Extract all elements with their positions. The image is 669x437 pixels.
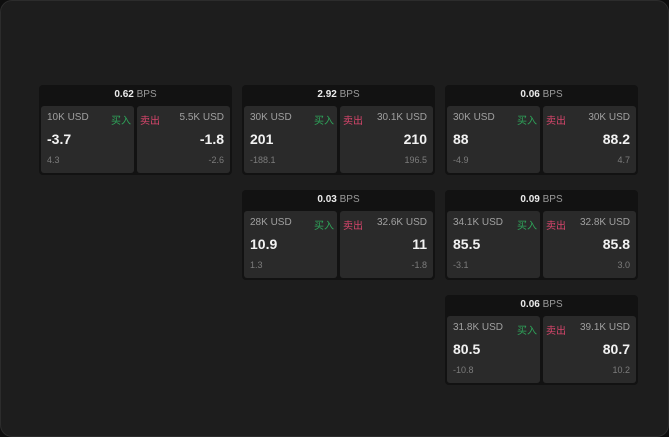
sell-price: 85.8 [602, 236, 630, 252]
sell-button[interactable]: 卖出 32.6K USD 11 -1.8 [340, 211, 433, 278]
buy-size: 34.1K USD [453, 217, 504, 228]
spread-header: 0.62 BPS [39, 85, 232, 105]
buy-button[interactable]: 31.8K USD 买入 80.5 -10.8 [447, 316, 540, 383]
spread-header: 0.03 BPS [242, 190, 435, 210]
sell-label: 卖出 [546, 221, 566, 232]
spread-header: 0.06 BPS [445, 295, 638, 315]
price-widget: 0.06 BPS 31.8K USD 买入 80.5 -10.8 卖出 39.1… [445, 295, 638, 385]
buy-size: 28K USD [250, 217, 292, 228]
sell-price: 80.7 [602, 341, 630, 357]
buy-label: 买入 [314, 221, 334, 232]
price-widget: 0.03 BPS 28K USD 买入 10.9 1.3 卖出 32.6K US… [242, 190, 435, 280]
buy-button[interactable]: 30K USD 买入 88 -4.9 [447, 106, 540, 173]
buy-label: 买入 [517, 116, 537, 127]
sell-size: 39.1K USD [579, 322, 630, 333]
sell-change: 4.7 [617, 155, 630, 165]
price-widget: 2.92 BPS 30K USD 买入 201 -188.1 卖出 30.1K … [242, 85, 435, 175]
buy-size: 31.8K USD [453, 322, 504, 333]
sell-price: 210 [403, 131, 427, 147]
sell-button[interactable]: 卖出 39.1K USD 80.7 10.2 [543, 316, 636, 383]
spread-value: 0.62 [114, 89, 134, 100]
sell-price: 11 [412, 236, 427, 252]
sell-label: 卖出 [343, 221, 363, 232]
sell-button[interactable]: 卖出 5.5K USD -1.8 -2.6 [137, 106, 230, 173]
buy-price: 80.5 [453, 341, 481, 357]
spread-value: 0.09 [520, 194, 540, 205]
price-widget: 0.06 BPS 30K USD 买入 88 -4.9 卖出 30K USD 8… [445, 85, 638, 175]
sell-size: 32.6K USD [376, 217, 427, 228]
spread-header: 0.09 BPS [445, 190, 638, 210]
buy-size: 30K USD [453, 112, 495, 123]
spread-header: 0.06 BPS [445, 85, 638, 105]
sell-change: 3.0 [617, 260, 630, 270]
sell-button[interactable]: 卖出 30K USD 88.2 4.7 [543, 106, 636, 173]
spread-unit: BPS [542, 194, 563, 205]
spread-unit: BPS [542, 89, 563, 100]
buy-price: -3.7 [47, 131, 72, 147]
sell-label: 卖出 [546, 116, 566, 127]
sell-button[interactable]: 卖出 32.8K USD 85.8 3.0 [543, 211, 636, 278]
spread-unit: BPS [542, 299, 563, 310]
buy-label: 买入 [111, 116, 131, 127]
buy-label: 买入 [517, 221, 537, 232]
buy-button[interactable]: 10K USD 买入 -3.7 4.3 [41, 106, 134, 173]
sell-label: 卖出 [546, 326, 566, 337]
spread-header: 2.92 BPS [242, 85, 435, 105]
buy-button[interactable]: 28K USD 买入 10.9 1.3 [244, 211, 337, 278]
sell-label: 卖出 [343, 116, 363, 127]
sell-size: 30K USD [588, 112, 630, 123]
sell-price: 88.2 [602, 131, 630, 147]
buy-change: 1.3 [250, 260, 263, 270]
sell-change: 196.5 [404, 155, 427, 165]
buy-button[interactable]: 30K USD 买入 201 -188.1 [244, 106, 337, 173]
spread-unit: BPS [136, 89, 157, 100]
spread-value: 0.03 [317, 194, 337, 205]
buy-change: -10.8 [453, 365, 474, 375]
buy-button[interactable]: 34.1K USD 买入 85.5 -3.1 [447, 211, 540, 278]
spread-unit: BPS [339, 89, 360, 100]
spread-unit: BPS [339, 194, 360, 205]
sell-price: -1.8 [199, 131, 224, 147]
price-widget: 0.09 BPS 34.1K USD 买入 85.5 -3.1 卖出 32.8K… [445, 190, 638, 280]
buy-change: -3.1 [453, 260, 469, 270]
sell-size: 30.1K USD [376, 112, 427, 123]
sell-button[interactable]: 卖出 30.1K USD 210 196.5 [340, 106, 433, 173]
sell-size: 32.8K USD [579, 217, 630, 228]
spread-value: 0.06 [520, 299, 540, 310]
sell-change: -1.8 [411, 260, 427, 270]
buy-price: 201 [250, 131, 274, 147]
sell-change: -2.6 [208, 155, 224, 165]
spread-value: 0.06 [520, 89, 540, 100]
buy-size: 10K USD [47, 112, 89, 123]
price-widget: 0.62 BPS 10K USD 买入 -3.7 4.3 卖出 5.5K USD… [39, 85, 232, 175]
buy-label: 买入 [517, 326, 537, 337]
sell-size: 5.5K USD [179, 112, 224, 123]
buy-label: 买入 [314, 116, 334, 127]
buy-price: 85.5 [453, 236, 481, 252]
spread-value: 2.92 [317, 89, 337, 100]
sell-label: 卖出 [140, 116, 160, 127]
buy-size: 30K USD [250, 112, 292, 123]
buy-change: -4.9 [453, 155, 469, 165]
buy-price: 88 [453, 131, 469, 147]
buy-price: 10.9 [250, 236, 278, 252]
buy-change: 4.3 [47, 155, 60, 165]
buy-change: -188.1 [250, 155, 276, 165]
sell-change: 10.2 [612, 365, 630, 375]
